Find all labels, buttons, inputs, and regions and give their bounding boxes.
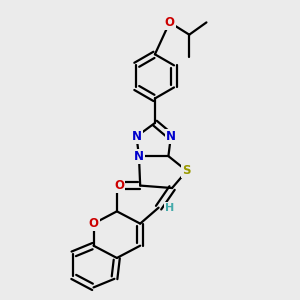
Text: N: N xyxy=(166,130,176,143)
Text: H: H xyxy=(165,203,174,213)
Text: O: O xyxy=(165,16,175,29)
Text: N: N xyxy=(134,150,144,163)
Text: O: O xyxy=(114,179,124,192)
Text: O: O xyxy=(88,217,99,230)
Text: N: N xyxy=(131,130,142,143)
Text: S: S xyxy=(183,164,191,177)
